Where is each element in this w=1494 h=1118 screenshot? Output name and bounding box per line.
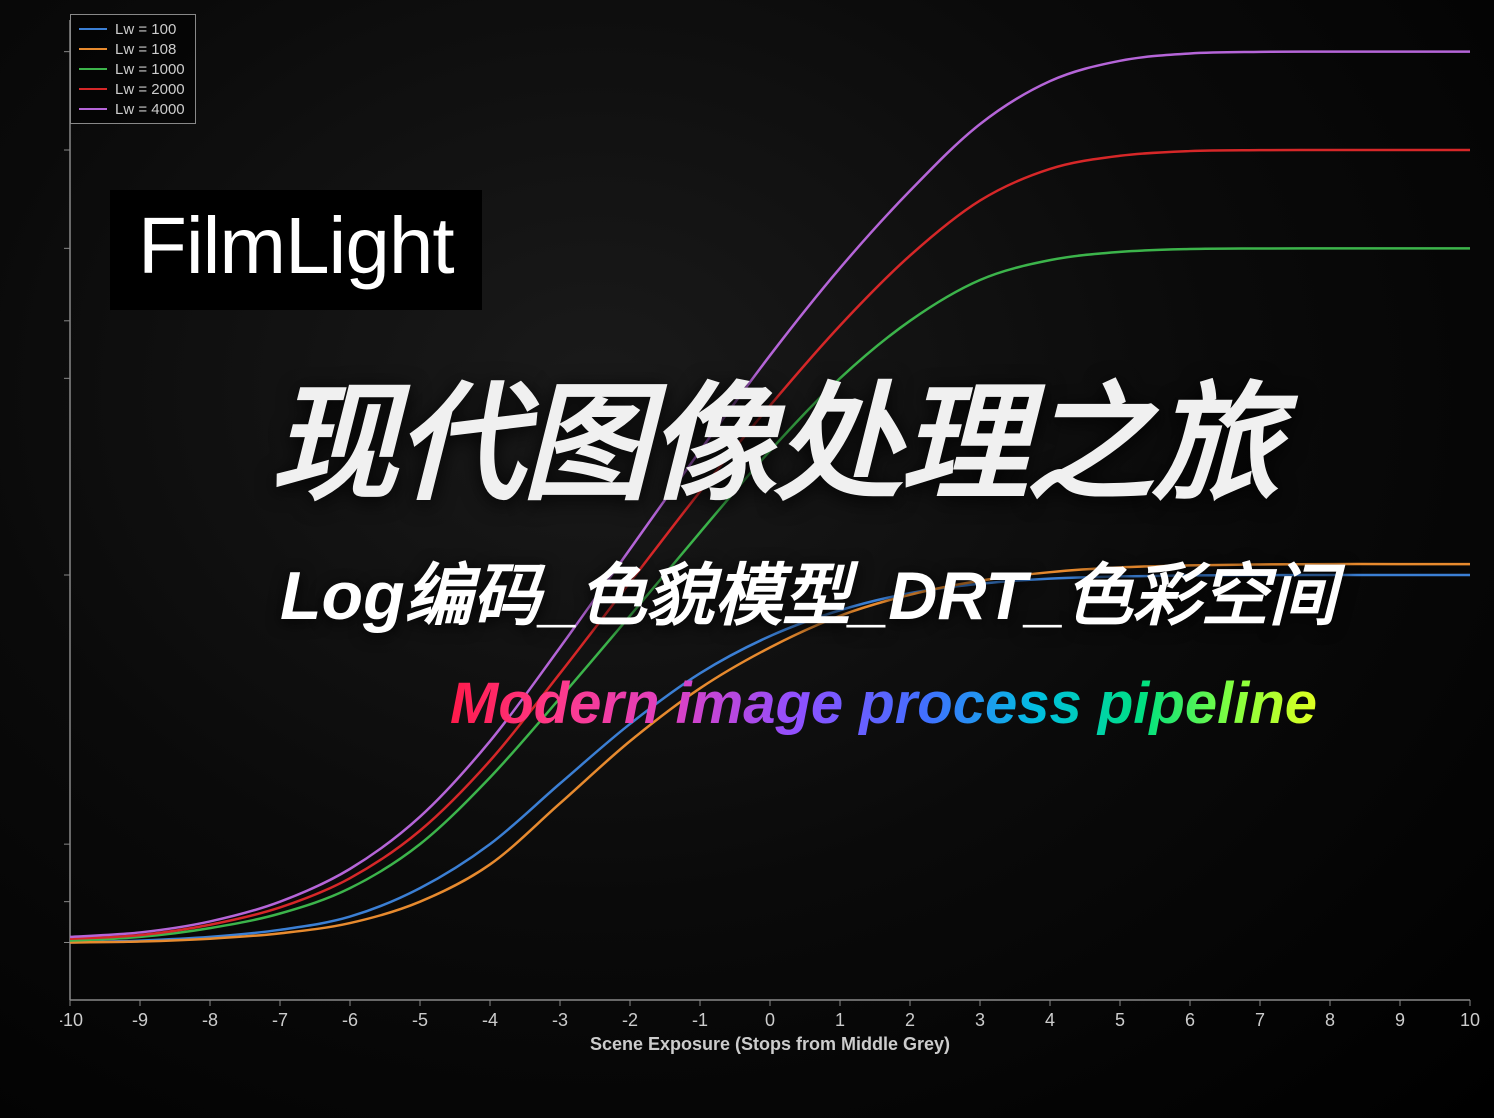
chart-svg: -10-9-8-7-6-5-4-3-2-1012345678910Scene E… — [60, 10, 1480, 1060]
legend-label: Lw = 108 — [115, 41, 176, 58]
legend-item: Lw = 100 — [79, 19, 185, 39]
legend-label: Lw = 2000 — [115, 81, 185, 98]
legend-item: Lw = 2000 — [79, 79, 185, 99]
chart-legend: Lw = 100 Lw = 108 Lw = 1000 Lw = 2000 Lw = 4… — [70, 14, 196, 124]
svg-text:0: 0 — [765, 1010, 775, 1030]
legend-label: Lw = 4000 — [115, 101, 185, 118]
svg-text:5: 5 — [1115, 1010, 1125, 1030]
svg-text:-8: -8 — [202, 1010, 218, 1030]
logo-text-part1: Film — [138, 201, 285, 290]
svg-text:10: 10 — [1460, 1010, 1480, 1030]
svg-text:-6: -6 — [342, 1010, 358, 1030]
legend-swatch — [79, 88, 107, 90]
legend-label: Lw = 100 — [115, 21, 176, 38]
svg-text:-2: -2 — [622, 1010, 638, 1030]
svg-text:-1: -1 — [692, 1010, 708, 1030]
svg-text:-3: -3 — [552, 1010, 568, 1030]
legend-item: Lw = 108 — [79, 39, 185, 59]
svg-text:6: 6 — [1185, 1010, 1195, 1030]
svg-text:7: 7 — [1255, 1010, 1265, 1030]
svg-text:8: 8 — [1325, 1010, 1335, 1030]
svg-text:4: 4 — [1045, 1010, 1055, 1030]
svg-text:3: 3 — [975, 1010, 985, 1030]
svg-text:-4: -4 — [482, 1010, 498, 1030]
subtitle-chinese: Log编码_色貌模型_DRT_色彩空间 — [280, 540, 1337, 639]
svg-text:2: 2 — [905, 1010, 915, 1030]
svg-text:-9: -9 — [132, 1010, 148, 1030]
legend-item: Lw = 1000 — [79, 59, 185, 79]
svg-text:9: 9 — [1395, 1010, 1405, 1030]
subtitle-english: Modern image process pipeline — [450, 670, 1317, 737]
chart-container: -10-9-8-7-6-5-4-3-2-1012345678910Scene E… — [60, 10, 1480, 1060]
filmlight-logo: FilmLight — [110, 190, 482, 310]
legend-swatch — [79, 108, 107, 110]
svg-text:-10: -10 — [60, 1010, 83, 1030]
legend-label: Lw = 1000 — [115, 61, 185, 78]
svg-text:Scene Exposure (Stops from Mid: Scene Exposure (Stops from Middle Grey) — [590, 1034, 950, 1054]
title-chinese: 现代图像处理之旅 — [270, 340, 1278, 525]
svg-text:1: 1 — [835, 1010, 845, 1030]
legend-item: Lw = 4000 — [79, 99, 185, 119]
svg-text:-5: -5 — [412, 1010, 428, 1030]
logo-text-part2: Light — [285, 201, 453, 290]
legend-swatch — [79, 48, 107, 50]
legend-swatch — [79, 68, 107, 70]
svg-text:-7: -7 — [272, 1010, 288, 1030]
legend-swatch — [79, 28, 107, 30]
